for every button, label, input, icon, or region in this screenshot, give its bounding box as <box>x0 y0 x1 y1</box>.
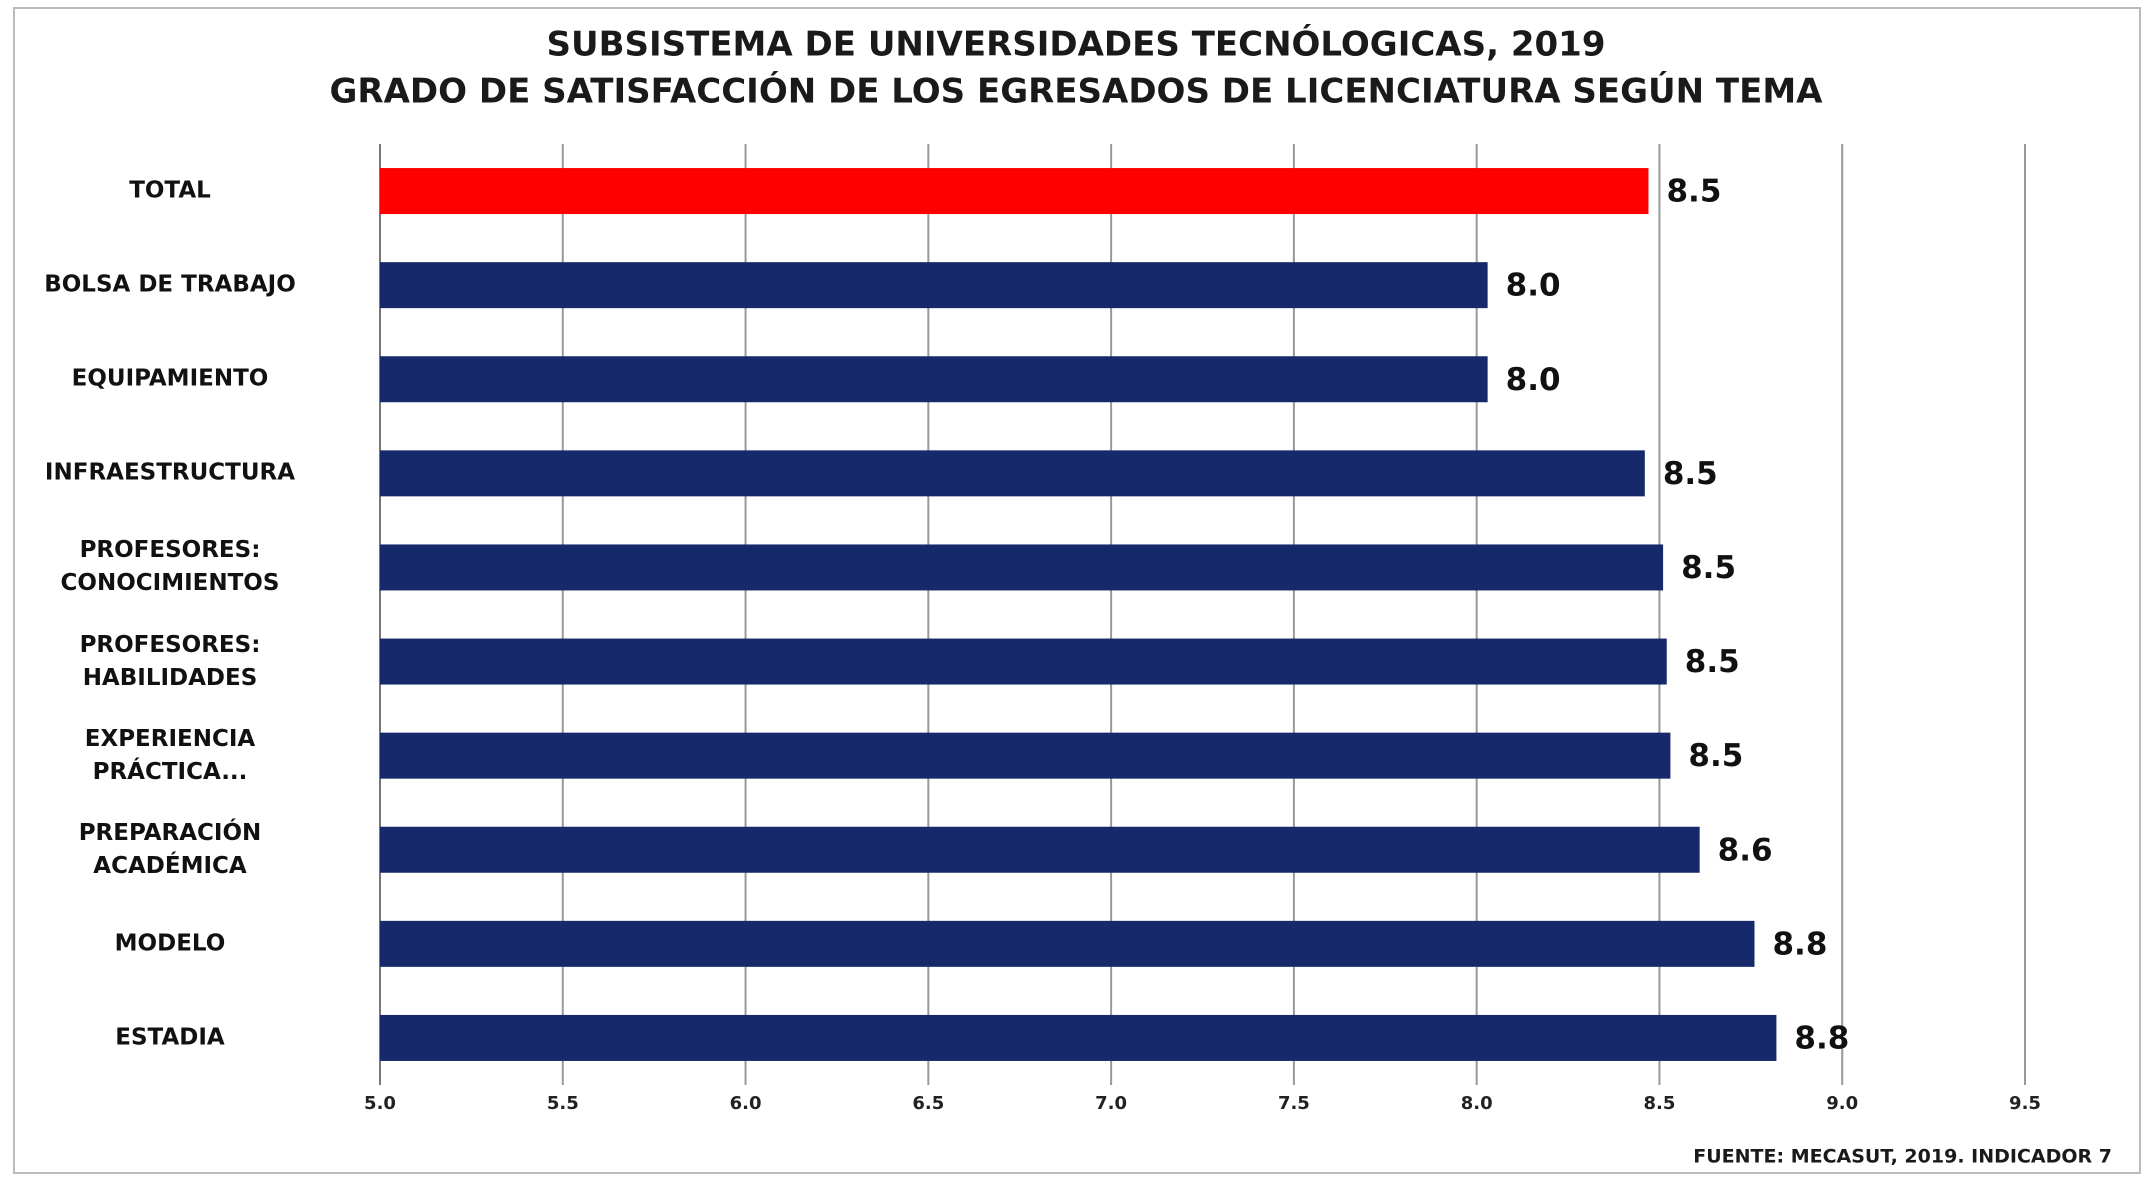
value-label: 8.5 <box>1663 456 1718 492</box>
x-tick-label: 7.0 <box>1095 1093 1127 1114</box>
x-tick-label: 9.0 <box>1826 1093 1858 1114</box>
value-label: 8.8 <box>1772 926 1827 962</box>
bar <box>380 168 1649 215</box>
bar <box>380 450 1645 497</box>
value-label: 8.5 <box>1666 174 1721 210</box>
value-label: 8.6 <box>1718 832 1773 868</box>
y-tick-label: TOTAL <box>129 177 211 204</box>
y-tick-label: MODELO <box>114 930 226 957</box>
bar <box>380 1014 1777 1061</box>
x-tick-label: 9.5 <box>2009 1093 2041 1114</box>
bar <box>380 262 1488 309</box>
bar <box>380 356 1488 403</box>
bar <box>380 638 1667 685</box>
bar <box>380 920 1755 967</box>
x-tick-label: 5.0 <box>364 1093 396 1114</box>
x-tick-label: 8.0 <box>1461 1093 1493 1114</box>
y-tick-label: EXPERIENCIA PRÁCTICA... <box>84 725 256 785</box>
y-tick-label: PROFESORES: CONOCIMIENTOS <box>60 537 280 597</box>
value-label: 8.0 <box>1506 362 1561 398</box>
x-tick-label: 6.0 <box>730 1093 762 1114</box>
y-tick-label: BOLSA DE TRABAJO <box>44 271 296 298</box>
bar <box>380 826 1700 873</box>
x-tick-label: 8.5 <box>1643 1093 1675 1114</box>
y-tick-label: EQUIPAMIENTO <box>71 365 269 392</box>
bar <box>380 544 1664 591</box>
x-tick-label: 6.5 <box>912 1093 944 1114</box>
y-tick-label: PROFESORES: HABILIDADES <box>79 631 261 691</box>
value-label: 8.0 <box>1506 268 1561 304</box>
bar <box>380 732 1671 779</box>
chart-subtitle: GRADO DE SATISFACCIÓN DE LOS EGRESADOS D… <box>329 71 1823 112</box>
x-tick-label: 7.5 <box>1278 1093 1310 1114</box>
value-label: 8.5 <box>1685 644 1740 680</box>
y-tick-label: PREPARACIÓN ACADÉMICA <box>78 819 262 879</box>
value-label: 8.5 <box>1681 550 1736 586</box>
y-tick-label: INFRAESTRUCTURA <box>44 459 296 486</box>
source-note: FUENTE: MECASUT, 2019. INDICADOR 7 <box>1693 1146 2112 1168</box>
value-label: 8.8 <box>1794 1020 1849 1056</box>
chart-frame <box>13 7 2141 1174</box>
y-tick-label: ESTADIA <box>115 1024 225 1051</box>
value-label: 8.5 <box>1688 738 1743 774</box>
chart-title: SUBSISTEMA DE UNIVERSIDADES TECNÓLOGICAS… <box>547 24 1606 65</box>
x-tick-label: 5.5 <box>547 1093 579 1114</box>
